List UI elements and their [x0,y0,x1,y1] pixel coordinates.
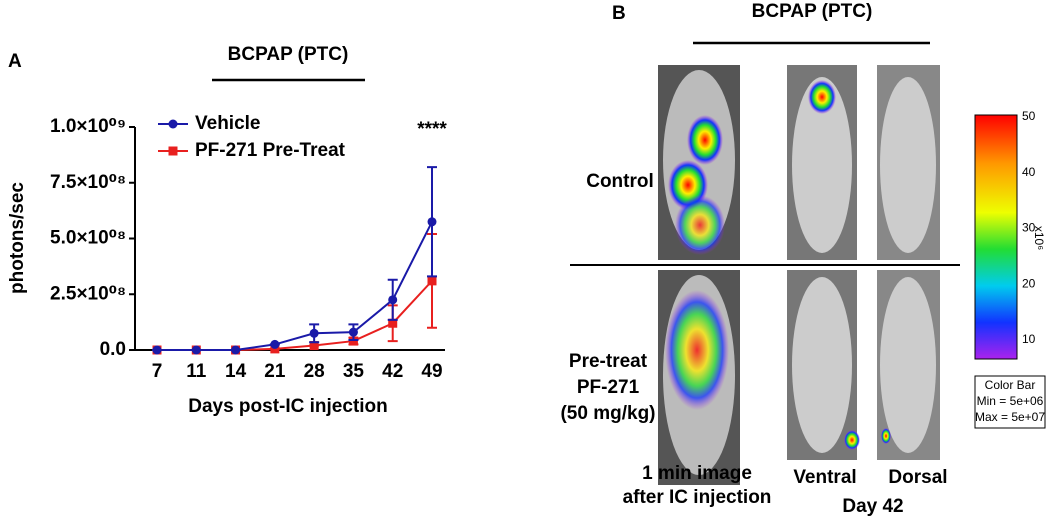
point [231,345,241,355]
signal [808,80,836,114]
x-tick-label: 35 [343,361,365,382]
signal [844,430,860,450]
column-label: after IC injection [623,487,772,508]
signal [675,195,725,255]
mouse [880,77,936,253]
panel-b: B BCPAP (PTC) Control Pre-treat [560,1,1045,517]
point [309,341,319,351]
chart-title: BCPAP (PTC) [228,44,349,65]
colorbar-tick: 10 [1022,332,1036,346]
y-tick-label: 2.5×10⁰⁸ [50,283,126,304]
column-label: Ventral [793,467,856,488]
colorbar-text: Max = 5e+07 [975,410,1045,424]
colorbar-text: Min = 5e+06 [977,394,1044,408]
column-label: 1 min image [642,463,752,484]
signal [665,290,729,410]
point [348,336,358,346]
colorbar-box [974,375,1046,429]
point [191,345,201,355]
point [270,339,280,349]
row-label: Control [586,171,654,192]
row-label: (50 mg/kg) [560,403,655,424]
x-tick-label: 28 [304,361,325,382]
legend-label: PF-271 Pre-Treat [195,140,346,161]
x-tick-label: 11 [186,361,207,382]
point [388,318,398,328]
panel-a: A BCPAP (PTC) Days post-IC injection pho… [7,44,388,417]
signal [687,115,723,165]
series-line [157,221,433,351]
images [658,65,940,485]
signal [881,428,891,444]
colorbar-unit: x10⁶ [1032,226,1046,250]
y-tick-label: 1.0×10⁰⁹ [50,116,126,137]
point [309,328,319,338]
row-label: PF-271 [577,377,640,398]
colorbar-tick: 50 [1022,109,1036,123]
colorbar [974,114,1018,360]
column-label: Dorsal [888,467,947,488]
point [388,295,398,305]
colorbar-tick: 30 [1022,221,1036,235]
point [152,345,162,355]
legend-marker [168,146,178,156]
x-axis-label: Days post-IC injection [188,396,388,417]
y-tick-label: 0.0 [100,339,126,360]
day-label: Day 42 [842,496,903,517]
legend-marker [168,119,178,129]
point [427,217,437,227]
y-axis-label: photons/sec [7,182,28,294]
annotation: **** [417,119,447,140]
legend-label: Vehicle [195,113,261,134]
panel-title: BCPAP (PTC) [752,1,873,22]
colorbar-text: Color Bar [985,378,1036,392]
x-tick-label: 21 [264,361,286,382]
y-tick-label: 7.5×10⁰⁸ [50,172,126,193]
mouse [792,277,852,453]
x-tick-label: 49 [421,361,442,382]
mouse [792,77,852,253]
point [427,276,437,286]
x-tick-label: 42 [382,361,403,382]
point [348,327,358,337]
x-tick-label: 7 [152,361,163,382]
x-tick-label: 14 [225,361,247,382]
mouse [880,277,936,453]
y-tick-label: 5.0×10⁰⁸ [50,228,126,249]
panel-label: A [8,51,22,72]
panel-label: B [612,3,626,24]
colorbar-tick: 20 [1022,276,1036,290]
colorbar-tick: 40 [1022,165,1036,179]
row-label: Pre-treat [569,351,648,372]
